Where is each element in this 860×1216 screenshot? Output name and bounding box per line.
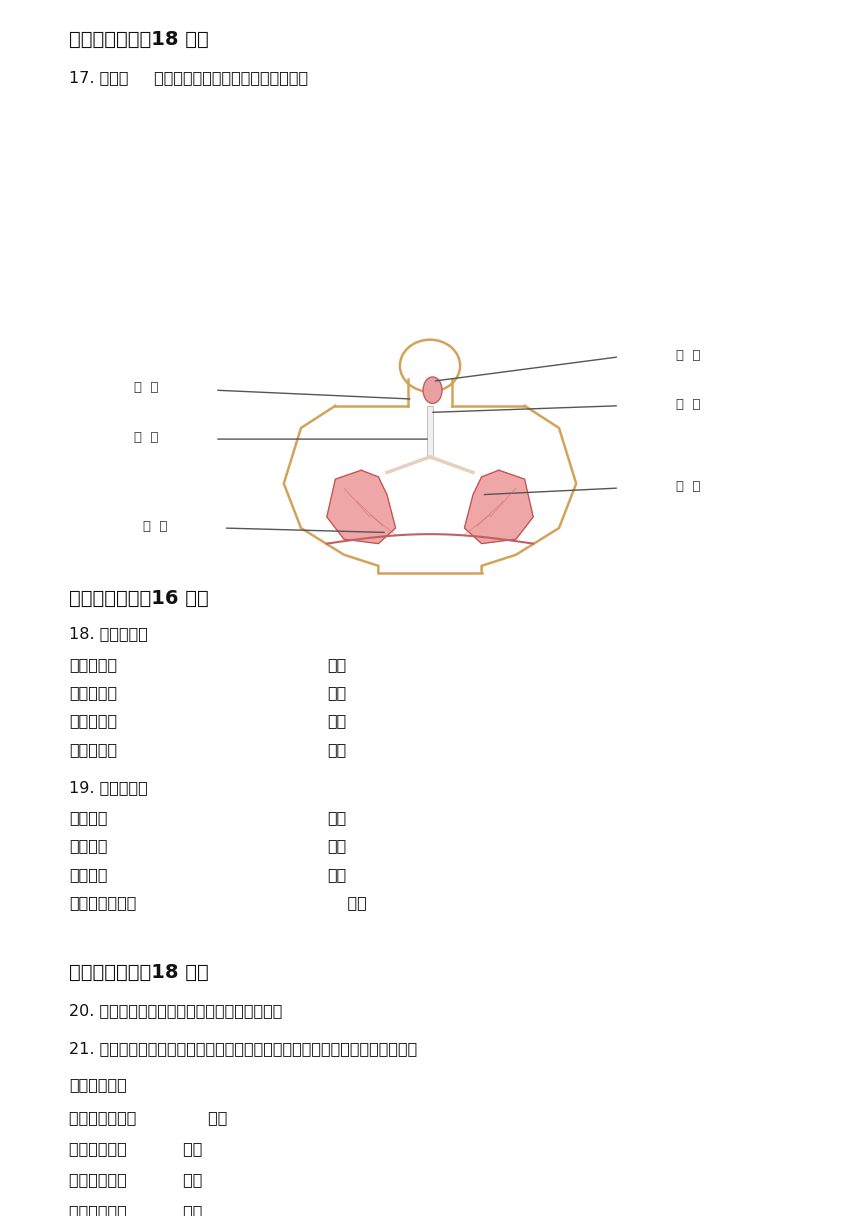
Text: （  ）: （ ） [676, 349, 700, 362]
Text: （  ）: （ ） [676, 398, 700, 411]
Text: 马拉货车: 马拉货车 [69, 810, 108, 824]
Text: 研究的问题：（              ）。: 研究的问题：（ ）。 [69, 1110, 227, 1125]
Text: 红旗飘扬: 红旗飘扬 [69, 839, 108, 854]
Text: 磁力: 磁力 [327, 839, 346, 854]
Text: 钟摆的运动: 钟摆的运动 [69, 742, 117, 756]
Text: 磁铁吸铁: 磁铁吸铁 [69, 867, 108, 882]
Polygon shape [464, 471, 533, 544]
Text: 转动: 转动 [327, 714, 346, 728]
Text: 实验材料：（           ）。: 实验材料：（ ）。 [69, 1142, 202, 1156]
Text: （  ）: （ ） [134, 432, 158, 445]
Text: （  ）: （ ） [143, 520, 167, 534]
Polygon shape [327, 471, 396, 544]
Text: 实验结论：（           ）。: 实验结论：（ ）。 [69, 1204, 202, 1216]
Text: 17. 请在（     ）处填写出人体各呼吸器官的名称。: 17. 请在（ ）处填写出人体各呼吸器官的名称。 [69, 71, 308, 85]
Text: 铁环的运动: 铁环的运动 [69, 714, 117, 728]
Text: 实验过程：（           ）。: 实验过程：（ ）。 [69, 1172, 202, 1188]
Text: 吊扇的运动: 吊扇的运动 [69, 685, 117, 700]
Text: 我的研究计划: 我的研究计划 [69, 1077, 126, 1092]
Text: 五、我会连线（16 分）: 五、我会连线（16 分） [69, 589, 209, 608]
Text: 滚动: 滚动 [327, 685, 346, 700]
Text: 六、我会探究（18 分）: 六、我会探究（18 分） [69, 963, 209, 983]
Text: 飞机的运动: 飞机的运动 [69, 657, 117, 671]
Text: 浮力: 浮力 [327, 810, 346, 824]
Text: 19. 我会连线。: 19. 我会连线。 [69, 779, 148, 795]
Text: 四、我会观察（18 分）: 四、我会观察（18 分） [69, 30, 209, 50]
Text: 小球飘在水面上: 小球飘在水面上 [69, 895, 136, 911]
Polygon shape [427, 406, 433, 457]
Text: 拉力: 拉力 [327, 895, 366, 911]
Text: 18. 我会连线。: 18. 我会连线。 [69, 626, 148, 642]
Text: 平动: 平动 [327, 742, 346, 756]
Text: 20. 说一说，你在生活中是如何来控制噪声的？: 20. 说一说，你在生活中是如何来控制噪声的？ [69, 1003, 282, 1018]
Text: （  ）: （ ） [676, 480, 700, 494]
Text: 风力: 风力 [327, 867, 346, 882]
Text: 21. 在科学探究中你最想研究的问题是什么？请你制定一个可行的研究计划吧！: 21. 在科学探究中你最想研究的问题是什么？请你制定一个可行的研究计划吧！ [69, 1041, 417, 1055]
Text: （  ）: （ ） [134, 382, 158, 394]
Ellipse shape [423, 377, 442, 404]
Text: 摆动: 摆动 [327, 657, 346, 671]
